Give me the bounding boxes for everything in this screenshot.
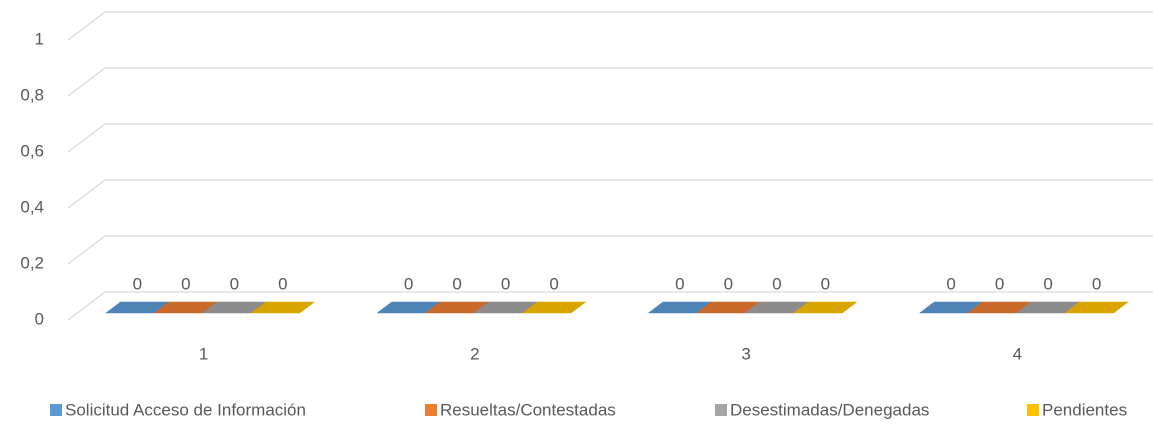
data-label: 0 [1043, 274, 1052, 293]
y-tick-label: 0,6 [20, 141, 44, 160]
data-label: 0 [946, 274, 955, 293]
x-tick-label: 4 [1013, 344, 1022, 363]
data-label: 0 [404, 274, 413, 293]
y-tick-label: 0,2 [20, 253, 44, 272]
y-tick-label: 1 [35, 29, 44, 48]
legend-label: Pendientes [1042, 400, 1127, 419]
legend-label: Desestimadas/Denegadas [730, 400, 929, 419]
legend-swatch [1027, 404, 1039, 416]
data-label: 0 [675, 274, 684, 293]
data-label: 0 [772, 274, 781, 293]
x-tick-label: 2 [470, 344, 479, 363]
grid-line [67, 179, 1153, 209]
grid-line [67, 235, 1153, 265]
grid-line [67, 291, 1153, 321]
data-label: 0 [501, 274, 510, 293]
bar [521, 301, 587, 314]
grid-line [67, 123, 1153, 153]
legend-swatch [50, 404, 62, 416]
data-label: 0 [452, 274, 461, 293]
data-label: 0 [133, 274, 142, 293]
y-tick-label: 0,4 [20, 197, 44, 216]
bar [793, 301, 858, 314]
x-tick-label: 1 [199, 344, 208, 363]
data-label: 0 [549, 274, 558, 293]
data-label: 0 [995, 274, 1004, 293]
legend-swatch [425, 404, 437, 416]
bar [250, 301, 316, 314]
data-label: 0 [821, 274, 830, 293]
legend-swatch [715, 404, 727, 416]
legend-label: Resueltas/Contestadas [440, 400, 616, 419]
grid-line [67, 67, 1153, 97]
data-label: 0 [724, 274, 733, 293]
y-tick-label: 0,8 [20, 85, 44, 104]
bar [1064, 301, 1129, 314]
grid-line [67, 11, 1153, 41]
x-tick-label: 3 [741, 344, 750, 363]
data-label: 0 [181, 274, 190, 293]
data-label: 0 [230, 274, 239, 293]
data-label: 0 [278, 274, 287, 293]
y-tick-label: 0 [35, 309, 44, 328]
data-label: 0 [1092, 274, 1101, 293]
legend-label: Solicitud Acceso de Información [65, 400, 306, 419]
